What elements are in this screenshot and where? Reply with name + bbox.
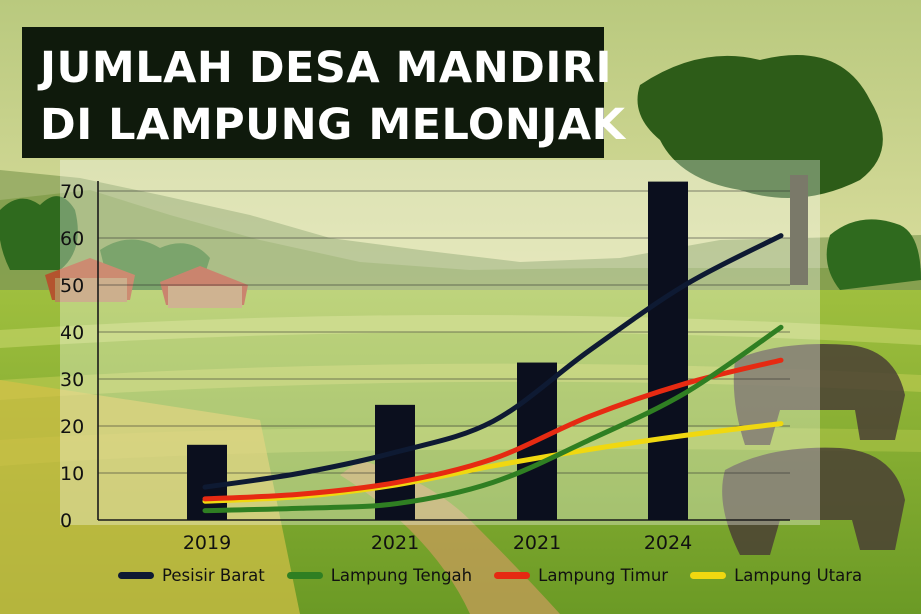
title-line-2: DI LAMPUNG MELONJAK [40, 100, 626, 150]
title-line-1: JUMLAH DESA MANDIRI [40, 43, 612, 93]
chart-panel [60, 160, 820, 525]
y-tick-label: 10 [60, 463, 84, 485]
legend-swatch-lampung-utara [690, 572, 727, 579]
legend-item-lampung-timur: Lampung Timur [494, 566, 668, 585]
legend-swatch-lampung-tengah [286, 572, 323, 579]
y-tick-label: 20 [60, 416, 84, 438]
series-line [202, 324, 784, 514]
y-tick-label: 0 [60, 510, 72, 532]
series-line [202, 421, 784, 504]
x-tick-label: 2019 [183, 532, 231, 554]
y-tick-label: 30 [60, 369, 84, 391]
series-line [202, 233, 784, 490]
legend-swatch-pesisir-barat [118, 572, 154, 579]
legend: Pesisir Barat Lampung Tengah Lampung Tim… [118, 566, 884, 585]
legend-item-lampung-tengah: Lampung Tengah [286, 566, 473, 585]
legend-label-lampung-utara: Lampung Utara [734, 566, 863, 585]
legend-label-pesisir-barat: Pesisir Barat [162, 566, 265, 585]
title-banner: JUMLAH DESA MANDIRI DI LAMPUNG MELONJAK [22, 27, 625, 158]
legend-item-pesisir-barat: Pesisir Barat [118, 566, 265, 585]
bar [187, 444, 227, 520]
y-tick-label: 60 [60, 228, 84, 250]
y-tick-label: 70 [60, 181, 84, 203]
legend-item-lampung-utara: Lampung Utara [690, 566, 862, 585]
x-tick-label: 2021 [371, 532, 419, 554]
bar [648, 181, 688, 520]
legend-label-lampung-timur: Lampung Timur [538, 566, 669, 585]
x-tick-label: 2021 [513, 532, 561, 554]
legend-swatch-lampung-timur [494, 572, 531, 579]
series-line [202, 357, 784, 502]
y-tick-label: 40 [60, 322, 84, 344]
legend-label-lampung-tengah: Lampung Tengah [330, 566, 473, 585]
y-tick-label: 50 [60, 275, 84, 297]
x-tick-label: 2024 [644, 532, 692, 554]
